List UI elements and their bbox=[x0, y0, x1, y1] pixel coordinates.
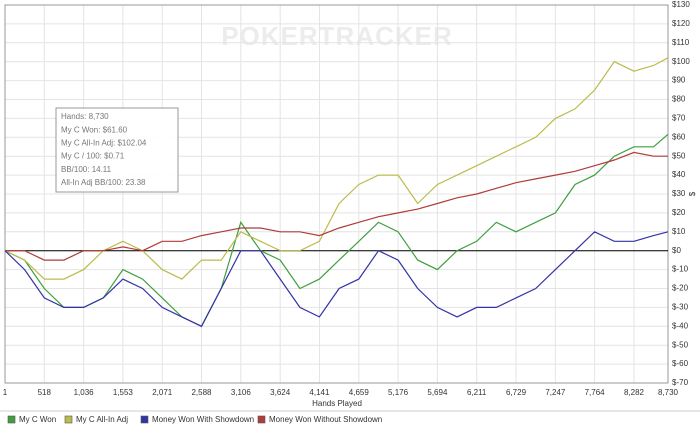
legend-swatch bbox=[64, 415, 73, 424]
x-tick-label: 7,247 bbox=[545, 388, 566, 397]
tooltip-box bbox=[55, 107, 179, 193]
x-tick-label: 1,553 bbox=[113, 388, 134, 397]
y-axis-label: $ bbox=[688, 191, 697, 196]
legend-label: Money Won Without Showdown bbox=[269, 415, 382, 424]
y-tick-label: $50 bbox=[672, 151, 686, 160]
y-tick-label: $40 bbox=[672, 170, 686, 179]
series-line bbox=[4, 231, 669, 328]
y-tick-label: $90 bbox=[672, 76, 686, 85]
y-tick-label: $110 bbox=[672, 38, 690, 47]
x-tick-label: 8,282 bbox=[624, 388, 645, 397]
x-tick-label: 3,624 bbox=[270, 388, 291, 397]
legend-label: Money Won With Showdown bbox=[152, 415, 254, 424]
x-tick-label: 2,588 bbox=[191, 388, 212, 397]
x-tick-label: 5,694 bbox=[427, 388, 448, 397]
tooltip-line: All-In Adj BB/100: 23.38 bbox=[61, 178, 146, 187]
y-tick-label: $-20 bbox=[672, 284, 689, 293]
y-tick-label: $-30 bbox=[672, 303, 689, 312]
y-tick-label: $120 bbox=[672, 19, 690, 28]
x-tick-label: 7,764 bbox=[585, 388, 606, 397]
y-tick-label: $-50 bbox=[672, 340, 689, 349]
x-axis-label: Hands Played bbox=[312, 399, 362, 408]
x-tick-label: 6,211 bbox=[467, 388, 487, 397]
x-tick-label: 6,729 bbox=[506, 388, 527, 397]
y-tick-label: $10 bbox=[672, 227, 686, 236]
tooltip-line: My C All-In Adj: $102.04 bbox=[61, 139, 147, 148]
tooltip: Hands: 8,730 My C Won: $61.60 My C All-In … bbox=[55, 107, 179, 193]
y-tick-label: $20 bbox=[672, 208, 686, 217]
y-tick-label: $80 bbox=[672, 95, 686, 104]
legend-swatch bbox=[257, 415, 266, 424]
x-tick-label: 8,730 bbox=[658, 388, 679, 397]
y-tick-label: $70 bbox=[672, 114, 686, 123]
x-tick-label: 5,176 bbox=[388, 388, 409, 397]
x-tick-label: 3,106 bbox=[231, 388, 252, 397]
x-tick-label: 518 bbox=[38, 388, 52, 397]
y-tick-label: $30 bbox=[672, 189, 686, 198]
y-tick-label: $-60 bbox=[672, 359, 689, 368]
x-tick-label: 1,036 bbox=[74, 388, 95, 397]
series-line bbox=[4, 133, 669, 328]
plot-border bbox=[4, 4, 669, 384]
series-line bbox=[4, 57, 669, 280]
tooltip-line: My C Won: $61.60 bbox=[61, 125, 128, 134]
y-tick-label: $130 bbox=[672, 0, 690, 9]
y-tick-label: $0 bbox=[672, 246, 681, 255]
y-tick-label: $-10 bbox=[672, 265, 689, 274]
tooltip-line: My C / 100: $0.71 bbox=[61, 152, 125, 161]
y-tick-label: $-70 bbox=[672, 378, 689, 387]
x-tick-label: 4,141 bbox=[309, 388, 330, 397]
x-tick-label: 2,071 bbox=[152, 388, 173, 397]
watermark: POKERTRACKER bbox=[221, 21, 453, 51]
tooltip-line: Hands: 8,730 bbox=[61, 112, 109, 121]
legend-swatch bbox=[7, 415, 16, 424]
series-line bbox=[5, 151, 668, 261]
tooltip-line: BB/100: 14.11 bbox=[61, 165, 112, 174]
y-tick-label: $100 bbox=[672, 57, 690, 66]
y-tick-label: $-40 bbox=[672, 321, 689, 330]
legend-label: My C All-In Adj bbox=[76, 415, 128, 424]
y-tick-label: $60 bbox=[672, 132, 686, 141]
x-tick-label: 4,659 bbox=[349, 388, 370, 397]
legend-label: My C Won bbox=[19, 415, 56, 424]
x-tick-label: 1 bbox=[3, 388, 8, 397]
legend-swatch bbox=[140, 415, 149, 424]
